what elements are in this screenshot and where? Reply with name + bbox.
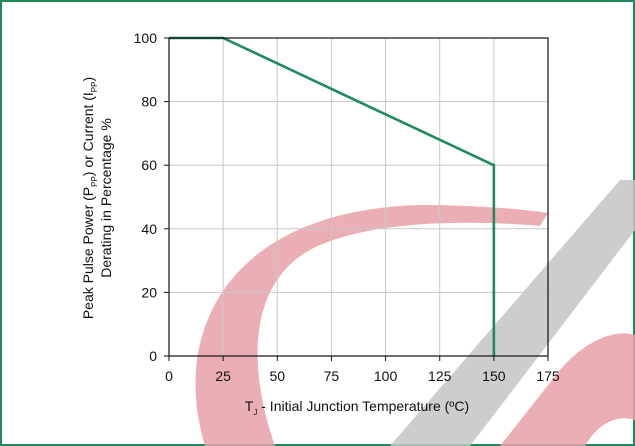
y-tick-labels: 0 20 40 60 80 100 — [134, 30, 158, 364]
y-title-l1-sub1: PP — [90, 176, 99, 187]
y-tick-label: 20 — [141, 284, 157, 300]
x-tick-labels: 0 25 50 75 100 125 150 175 — [165, 368, 560, 384]
x-tick-label: 0 — [165, 368, 173, 384]
y-title-l1-post: ) — [80, 77, 96, 82]
watermark-red-band — [500, 333, 635, 446]
x-tick-label: 50 — [269, 368, 285, 384]
watermark-logo — [195, 180, 635, 446]
watermark-gray-band — [390, 180, 635, 446]
x-axis-title-sub: J — [253, 408, 257, 417]
y-title-l1-pre: Peak Pulse Power (P — [80, 187, 96, 319]
tick-marks — [164, 37, 549, 361]
y-axis-title: Peak Pulse Power (PPP) or Current (IPP) … — [80, 77, 114, 319]
plot-area-border — [168, 37, 549, 357]
y-tick-label: 40 — [141, 221, 157, 237]
y-tick-label: 100 — [134, 30, 158, 46]
y-axis-title-line1: Peak Pulse Power (PPP) or Current (IPP) — [80, 77, 99, 319]
x-tick-label: 75 — [324, 368, 340, 384]
watermark-red-arc — [195, 205, 548, 446]
x-tick-label: 25 — [215, 368, 231, 384]
y-tick-label: 0 — [149, 348, 157, 364]
x-tick-label: 175 — [536, 368, 560, 384]
y-tick-label: 60 — [141, 157, 157, 173]
y-axis-title-line2: Derating in Percentage % — [98, 118, 114, 278]
x-axis-title: TJ - Initial Junction Temperature (ºC) — [245, 398, 469, 417]
y-title-l1-sub2: PP — [90, 82, 99, 93]
y-title-l1-mid: ) or Current (I — [80, 92, 96, 176]
x-axis-title-post: - Initial Junction Temperature (ºC) — [257, 398, 469, 414]
x-axis-title-pre: T — [245, 398, 254, 414]
x-tick-label: 100 — [374, 368, 398, 384]
x-tick-label: 125 — [428, 368, 452, 384]
y-tick-label: 80 — [141, 94, 157, 110]
x-tick-label: 150 — [482, 368, 506, 384]
